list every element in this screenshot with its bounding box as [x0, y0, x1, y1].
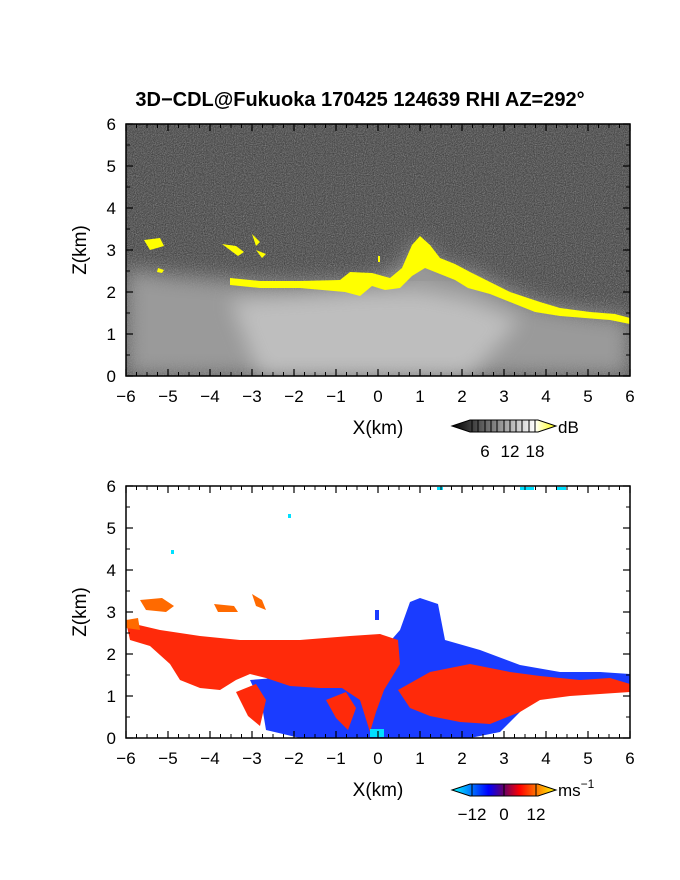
x-tick-label: 2: [457, 749, 466, 768]
velocity-colorbar-unit-superscript: −1: [581, 777, 595, 791]
y-tick-label: 0: [107, 367, 116, 386]
cb-tick-label: 12: [501, 442, 520, 461]
y-tick-label: 3: [107, 241, 116, 260]
y-tick-label: 2: [107, 283, 116, 302]
velocity-colorbar-unit: ms−1: [558, 777, 595, 800]
velocity-colorbar: ms−1 −12 0 12: [450, 777, 595, 824]
reflectivity-colorbar: dB 6 12 18: [450, 418, 579, 461]
cb-tick-label: 0: [499, 805, 508, 824]
x-tick-label: 0: [373, 749, 382, 768]
x-tick-label: 3: [499, 749, 508, 768]
x-tick-label: −4: [200, 387, 219, 406]
y-tick-label: 2: [107, 645, 116, 664]
x-tick-label: 3: [499, 387, 508, 406]
x-tick-label: −3: [242, 387, 261, 406]
y-tick-label: 3: [107, 603, 116, 622]
x-tick-label: 1: [415, 387, 424, 406]
x-tick-label: 1: [415, 749, 424, 768]
y-tick-label: 1: [107, 687, 116, 706]
x-tick-label: −3: [242, 749, 261, 768]
y-tick-label: 6: [107, 115, 116, 134]
x-tick-label: −5: [158, 387, 177, 406]
x-tick-label: −1: [326, 749, 345, 768]
x-tick-label: 2: [457, 387, 466, 406]
x-tick-label: −5: [158, 749, 177, 768]
cb-tick-label: 6: [480, 442, 489, 461]
x-tick-label: −2: [284, 749, 303, 768]
y-tick-label: 1: [107, 325, 116, 344]
cb-tick-label: 18: [526, 442, 545, 461]
reflectivity-panel: −6 −5 −4 −3 −2 −1 0 1 2 3 4 5 6 0 1 2 3 4 5 6 X(km) Z(km): [70, 115, 635, 439]
velocity-panel: −6 −5 −4 −3 −2 −1 0 1 2 3 4 5 6 0 1 2 3 4 5 6 X(km) Z(km): [70, 477, 635, 801]
y-tick-label: 5: [107, 157, 116, 176]
y-tick-label: 5: [107, 519, 116, 538]
x-tick-label: 5: [583, 387, 592, 406]
x-tick-label: 4: [541, 387, 550, 406]
y-tick-label: 4: [107, 199, 116, 218]
x-tick-label: 6: [625, 387, 634, 406]
x-tick-label: 4: [541, 749, 550, 768]
reflectivity-colorbar-unit: dB: [558, 418, 579, 437]
chart-title: 3D−CDL@Fukuoka 170425 124639 RHI AZ=292°: [135, 89, 584, 111]
reflectivity-high-band: [230, 236, 630, 324]
y-axis-label: Z(km): [70, 587, 91, 637]
reflectivity-axes: −6 −5 −4 −3 −2 −1 0 1 2 3 4 5 6 0 1 2 3 4 5 6 X(km) Z(km): [70, 115, 635, 439]
x-tick-label: −2: [284, 387, 303, 406]
x-tick-label: −1: [326, 387, 345, 406]
x-tick-label: 5: [583, 749, 592, 768]
x-tick-label: 6: [625, 749, 634, 768]
x-axis-label: X(km): [353, 418, 404, 439]
cb-tick-label: 12: [527, 805, 546, 824]
cb-tick-label: −12: [458, 805, 487, 824]
x-tick-label: −6: [116, 387, 135, 406]
x-tick-label: −4: [200, 749, 219, 768]
y-tick-label: 4: [107, 561, 116, 580]
x-tick-label: −6: [116, 749, 135, 768]
y-tick-label: 0: [107, 729, 116, 748]
velocity-positive-region: [126, 622, 400, 732]
x-axis-label: X(km): [353, 780, 404, 801]
y-tick-label: 6: [107, 477, 116, 496]
x-tick-label: 0: [373, 387, 382, 406]
velocity-axes: −6 −5 −4 −3 −2 −1 0 1 2 3 4 5 6 0 1 2 3 4 5 6 X(km) Z(km): [70, 477, 635, 801]
y-axis-label: Z(km): [70, 225, 91, 275]
